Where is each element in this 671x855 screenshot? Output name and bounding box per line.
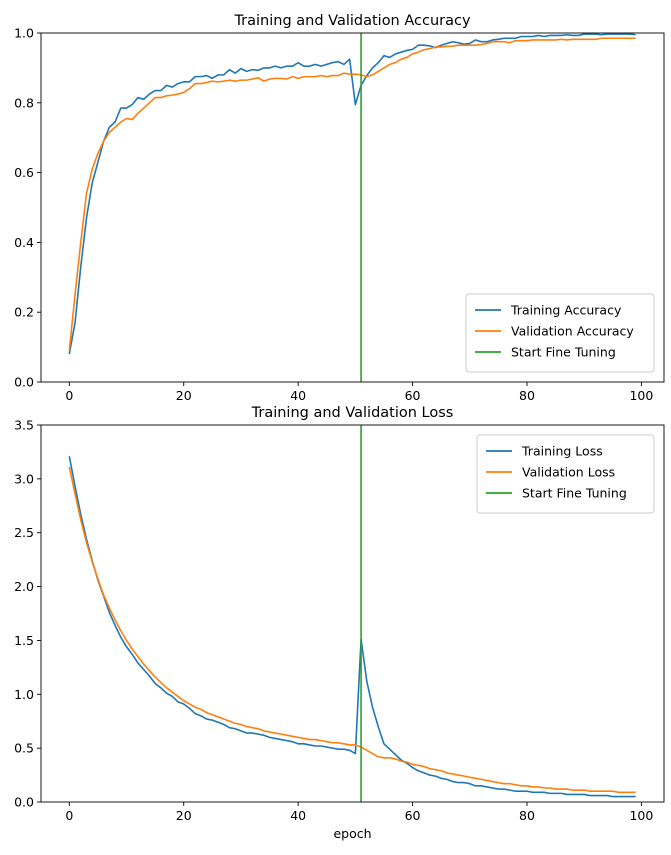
axes-frame <box>40 32 665 383</box>
series-line-validation-loss <box>68 466 636 794</box>
legend-label: Validation Accuracy <box>511 324 634 339</box>
legend: Training Accuracy Validation Accuracy Star… <box>465 293 655 373</box>
x-tick-label: 100 <box>629 808 653 823</box>
y-tick-label: 0.8 <box>14 95 34 110</box>
y-tick-label: 1.0 <box>14 687 34 702</box>
legend-label: Training Accuracy <box>510 303 622 318</box>
x-tick-label: 80 <box>519 388 535 403</box>
chart-title: Training and Validation Accuracy <box>233 13 471 29</box>
series-line-training-accuracy <box>68 33 636 355</box>
y-tick-label: 1.5 <box>14 633 34 648</box>
loss-plot: Training and Validation Loss 0 20 40 60 80 100… <box>14 405 665 841</box>
x-tick-label: 60 <box>405 808 421 823</box>
legend-box <box>465 293 655 373</box>
series-line-training-loss <box>68 456 636 798</box>
y-tick-label: 0.2 <box>14 305 34 320</box>
x-tick-label: 0 <box>65 808 73 823</box>
x-tick-label: 40 <box>290 808 306 823</box>
legend-label: Start Fine Tuning <box>511 345 616 360</box>
x-tick-label: 60 <box>405 388 421 403</box>
y-tick-label: 2.0 <box>14 579 34 594</box>
legend-label: Validation Loss <box>522 465 615 480</box>
y-tick-label: 3.5 <box>14 418 34 433</box>
accuracy-plot: Training and Validation Accuracy 0 20 40 60 8… <box>14 13 665 403</box>
y-tick-label: 0.5 <box>14 741 34 756</box>
y-tick-label: 0.0 <box>14 795 34 810</box>
y-tick-label: 0.0 <box>14 375 34 390</box>
y-tick-label: 2.5 <box>14 525 34 540</box>
x-tick-label: 0 <box>65 388 73 403</box>
x-tick-label: 100 <box>629 388 653 403</box>
axes-frame <box>40 424 665 803</box>
y-tick-label: 0.6 <box>14 165 34 180</box>
y-tick-label: 1.0 <box>14 26 34 41</box>
chart-title: Training and Validation Loss <box>251 405 454 421</box>
x-tick-label: 20 <box>176 388 192 403</box>
x-axis-label: epoch <box>333 826 371 841</box>
y-tick-label: 0.4 <box>14 235 34 250</box>
legend-label: Start Fine Tuning <box>522 486 627 501</box>
x-tick-label: 80 <box>519 808 535 823</box>
legend: Training Loss Validation Loss Start Fine T… <box>476 434 655 514</box>
series-line-validation-accuracy <box>68 37 636 351</box>
x-tick-label: 40 <box>290 388 306 403</box>
x-tick-label: 20 <box>176 808 192 823</box>
legend-label: Training Loss <box>521 444 603 459</box>
legend-box <box>476 434 655 514</box>
y-tick-label: 3.0 <box>14 471 34 486</box>
